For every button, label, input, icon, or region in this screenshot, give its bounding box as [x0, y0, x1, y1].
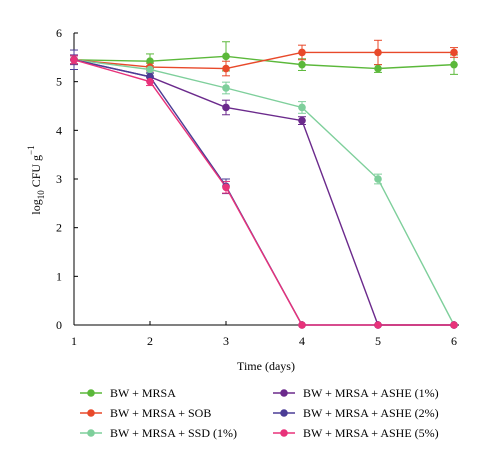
series-line: [73, 59, 454, 326]
legend-item: BW + MRSA + ASHE (5%): [273, 426, 439, 440]
legend-item: BW + MRSA + SOB: [80, 406, 211, 420]
y-tick-label: 5: [56, 75, 62, 89]
y-axis-title: log10 CFU g−1: [26, 145, 46, 214]
legend-swatch-marker: [280, 409, 288, 417]
data-point: [450, 48, 458, 57]
legend-item: BW + MRSA + SSD (1%): [80, 426, 237, 440]
y-tick-label: 2: [56, 221, 62, 235]
series-points: [70, 48, 458, 329]
data-point: [298, 60, 306, 69]
legend-label: BW + MRSA + ASHE (5%): [303, 426, 439, 440]
series-line: [73, 51, 454, 70]
series-lines: [73, 51, 455, 326]
data-point: [374, 321, 382, 329]
y-axis-title-subscript: 10: [36, 190, 46, 200]
legend: BW + MRSA BW + MRSA + SOB BW + MRSA + SSD …: [80, 386, 439, 440]
legend-item: BW + MRSA: [80, 386, 176, 400]
x-tick-label: 3: [223, 334, 229, 348]
legend-item: BW + MRSA + ASHE (2%): [273, 406, 439, 420]
data-point: [374, 175, 382, 183]
data-point: [222, 52, 230, 61]
y-tick-label: 4: [56, 123, 62, 137]
data-point: [146, 57, 154, 66]
data-point: [298, 116, 306, 125]
data-point: [298, 321, 306, 329]
legend-label: BW + MRSA + SSD (1%): [110, 426, 237, 440]
series-line: [73, 59, 455, 326]
legend-swatch-marker: [280, 429, 288, 437]
data-point: [146, 65, 154, 74]
data-point: [374, 48, 382, 57]
data-point: [70, 55, 78, 64]
legend-swatch-marker: [87, 409, 95, 417]
data-point: [222, 183, 230, 192]
legend-label: BW + MRSA: [110, 386, 176, 400]
legend-item: BW + MRSA + ASHE (1%): [273, 386, 439, 400]
y-tick-label: 3: [56, 172, 62, 186]
legend-label: BW + MRSA + SOB: [110, 406, 211, 420]
data-point: [146, 77, 154, 86]
series-line: [73, 59, 454, 326]
y-tick-label: 6: [56, 26, 62, 40]
legend-label: BW + MRSA + ASHE (1%): [303, 386, 439, 400]
legend-swatch-marker: [87, 389, 95, 397]
x-tick-label: 2: [147, 334, 153, 348]
data-point: [298, 103, 306, 112]
series-line: [73, 59, 454, 326]
data-point: [374, 64, 382, 73]
x-tick-label: 1: [71, 334, 77, 348]
legend-swatch-marker: [280, 389, 288, 397]
x-axis-title: Time (days): [237, 359, 295, 373]
error-bars: [70, 39, 458, 195]
data-point: [298, 48, 306, 57]
y-axis-title-main: CFU g: [29, 155, 43, 190]
legend-swatch-marker: [87, 429, 95, 437]
data-point: [450, 60, 458, 69]
y-axis-title-superscript: −1: [26, 145, 36, 155]
data-point: [222, 64, 230, 73]
y-tick-label: 1: [56, 269, 62, 283]
legend-label: BW + MRSA + ASHE (2%): [303, 406, 439, 420]
x-tick-label: 6: [451, 334, 457, 348]
y-axis-title-prefix: log: [29, 199, 43, 214]
data-point: [450, 321, 458, 329]
y-tick-label: 0: [56, 318, 62, 332]
x-tick-label: 5: [375, 334, 381, 348]
data-point: [222, 84, 230, 92]
x-tick-label: 4: [299, 334, 305, 348]
data-point: [222, 103, 230, 112]
